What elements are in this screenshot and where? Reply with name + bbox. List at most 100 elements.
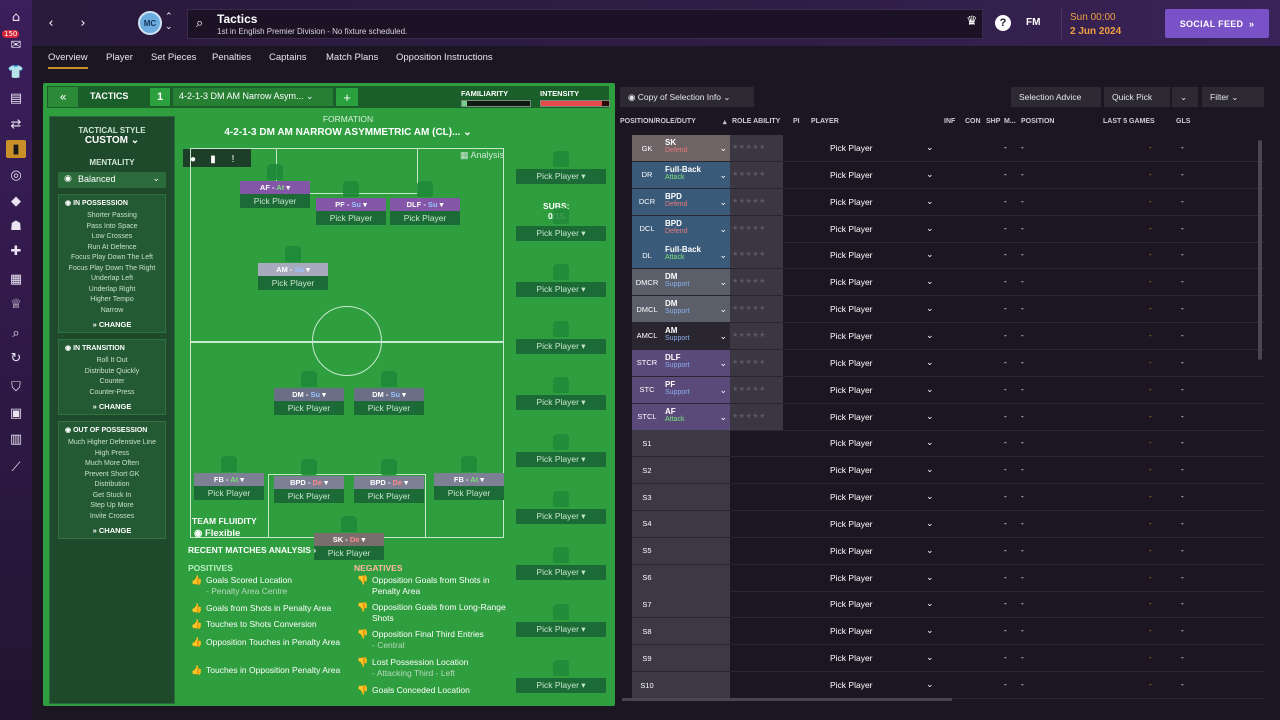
pick-player-dropdown[interactable]: Pick Player <box>434 486 504 500</box>
recent-matches-analysis-link[interactable]: RECENT MATCHES ANALYSIS › <box>188 545 317 555</box>
tactic-select[interactable]: 4-2-1-3 DM AM Narrow Asym... ⌄ <box>173 88 333 106</box>
formation-select[interactable]: 4-2-1-3 DM AM NARROW ASYMMETRIC AM (CL).… <box>224 127 472 138</box>
pick-player-dropdown[interactable]: Pick Player ▾ <box>516 338 606 354</box>
col-shp[interactable]: SHP <box>986 118 1001 125</box>
finance-icon[interactable]: ▣ <box>9 405 23 421</box>
table-row[interactable]: S5 Pick Player ⌄ - - - - <box>632 537 1264 565</box>
sub-slot[interactable]: Pick Player ▾ <box>516 660 606 694</box>
squad-icon[interactable]: 👕 <box>7 64 25 80</box>
col-role-ability[interactable]: ROLE ABILITY <box>732 118 781 125</box>
pick-player-dropdown[interactable]: Pick Player ▾ <box>516 565 606 581</box>
role-duty-cell[interactable]: Full-Back Attack ⌄ <box>662 242 730 269</box>
role-duty-select[interactable]: AF - At ▾ <box>240 181 310 194</box>
date-display[interactable]: Sun 00:00 2 Jun 2024 <box>1061 9 1157 39</box>
horizontal-scrollbar[interactable] <box>622 698 952 701</box>
sub-slot[interactable]: Pick Player ▾ <box>516 490 606 524</box>
table-row[interactable]: S3 Pick Player ⌄ - - - - <box>632 484 1264 512</box>
role-duty-cell[interactable] <box>662 564 730 591</box>
chevron-down-icon[interactable]: ⌄ <box>926 383 934 394</box>
table-row[interactable]: S7 Pick Player ⌄ - - - - <box>632 591 1264 619</box>
pitch-player-slot[interactable]: DLF - Su ▾ Pick Player <box>390 181 460 225</box>
pick-player-dropdown[interactable]: Pick Player ▾ <box>516 678 606 694</box>
pick-player-dropdown[interactable]: Pick Player ▾ <box>516 169 606 184</box>
table-row[interactable]: S9 Pick Player ⌄ - - - - <box>632 645 1264 673</box>
chevron-down-icon[interactable]: ⌄ <box>926 303 934 314</box>
chevron-down-icon[interactable]: ⌄ <box>926 195 934 206</box>
role-duty-cell[interactable] <box>662 672 730 698</box>
pick-player-dropdown[interactable]: Pick Player <box>258 276 328 290</box>
role-duty-select[interactable]: PF - Su ▾ <box>316 198 386 211</box>
pitch-player-slot[interactable]: DM - Su ▾ Pick Player <box>354 371 424 415</box>
pick-player-dropdown[interactable]: Pick Player <box>274 489 344 503</box>
table-row[interactable]: STCR DLF Support ⌄ ★★★★★ Pick Player ⌄ - - - - <box>632 349 1264 377</box>
chevron-down-icon[interactable]: ⌄ <box>926 652 934 663</box>
sub-slot[interactable]: Pick Player ▾ <box>516 207 606 241</box>
table-row[interactable]: STC PF Support ⌄ ★★★★★ Pick Player ⌄ - - - - <box>632 376 1264 404</box>
role-duty-select[interactable]: DLF - Su ▾ <box>390 198 460 211</box>
role-duty-cell[interactable]: BPD Defend ⌄ <box>662 188 730 215</box>
chevron-down-icon[interactable]: ⌄ <box>926 571 934 582</box>
quick-pick-button[interactable]: Quick Pick <box>1104 87 1170 107</box>
table-row[interactable]: S1 Pick Player ⌄ - - - - <box>632 430 1264 458</box>
chevron-down-icon[interactable]: ⌄ <box>926 329 934 340</box>
sub-slot[interactable]: Pick Player ▾ <box>516 434 606 467</box>
table-row[interactable]: DL Full-Back Attack ⌄ ★★★★★ Pick Player ⌄ - - - - <box>632 242 1264 270</box>
table-row[interactable]: GK SK Defend ⌄ ★★★★★ Pick Player ⌄ - - - - <box>632 135 1264 162</box>
inbox-icon[interactable]: ✉ <box>10 37 22 53</box>
pick-player-dropdown[interactable]: Pick Player ▾ <box>516 621 606 637</box>
pitch-player-slot[interactable]: SK - De ▾ Pick Player <box>314 516 384 560</box>
pick-player-dropdown[interactable]: Pick Player ▾ <box>516 508 606 524</box>
role-duty-cell[interactable]: AM Support ⌄ <box>662 322 730 349</box>
chevron-down-icon[interactable]: ⌄ <box>926 679 934 689</box>
chevron-down-icon[interactable]: ⌄ <box>926 222 934 233</box>
chevron-down-icon[interactable]: ⌄ <box>926 437 934 448</box>
add-tactic-button[interactable]: + <box>336 88 358 106</box>
table-row[interactable]: DCR BPD Defend ⌄ ★★★★★ Pick Player ⌄ - - - - <box>632 188 1264 216</box>
table-row[interactable]: DCL BPD Defend ⌄ ★★★★★ Pick Player ⌄ - - - - <box>632 215 1264 243</box>
training-icon[interactable]: ◆ <box>11 193 21 209</box>
in-transition-change-button[interactable]: » CHANGE <box>92 402 132 411</box>
bar-chart-icon[interactable]: ▮ <box>210 154 216 165</box>
data-hub-icon[interactable]: ◎ <box>10 167 22 183</box>
pick-player-dropdown[interactable]: Pick Player <box>390 211 460 225</box>
club-switch-chevrons-icon[interactable]: ⌃ ⌄ <box>165 12 173 32</box>
pitch-player-slot[interactable]: AF - At ▾ Pick Player <box>240 164 310 208</box>
home-icon[interactable]: ⌂ <box>11 9 21 25</box>
role-duty-select[interactable]: DM - Su ▾ <box>354 388 424 401</box>
trend-icon[interactable]: ⟋ <box>11 459 21 475</box>
fm-menu-button[interactable]: FM <box>1026 17 1041 28</box>
tab-set-pieces[interactable]: Set Pieces <box>151 52 197 63</box>
selection-advice-button[interactable]: Selection Advice <box>1011 87 1101 107</box>
pick-player-dropdown[interactable]: Pick Player <box>274 401 344 415</box>
tab-overview[interactable]: Overview <box>48 52 88 69</box>
in-possession-change-button[interactable]: » CHANGE <box>92 320 132 329</box>
role-duty-cell[interactable]: DLF Support ⌄ <box>662 349 730 376</box>
col-gls[interactable]: GLS <box>1176 118 1191 125</box>
trophy-icon[interactable]: ♕ <box>10 296 22 312</box>
pitch-player-slot[interactable]: FB - At ▾ Pick Player <box>194 456 264 500</box>
pick-player-dropdown[interactable]: Pick Player <box>316 211 386 225</box>
role-duty-select[interactable]: SK - De ▾ <box>314 533 384 546</box>
scouting-icon[interactable]: ⌕ <box>12 325 20 341</box>
out-of-possession-change-button[interactable]: » CHANGE <box>92 526 132 535</box>
pick-player-dropdown[interactable]: Pick Player ▾ <box>516 452 606 467</box>
chevron-down-icon[interactable]: ⌄ <box>926 491 934 502</box>
role-duty-cell[interactable] <box>662 430 730 457</box>
help-icon[interactable]: ? <box>995 15 1011 31</box>
pick-player-dropdown[interactable]: Pick Player ▾ <box>516 395 606 411</box>
chevron-down-icon[interactable]: ⌄ <box>926 249 934 260</box>
collapse-double-chevron-icon[interactable]: « <box>48 87 78 107</box>
table-row[interactable]: S6 Pick Player ⌄ - - - - <box>632 564 1264 592</box>
pick-player-dropdown[interactable]: Pick Player ▾ <box>516 282 606 298</box>
chevron-down-icon[interactable]: ⌄ <box>926 142 934 152</box>
role-duty-cell[interactable] <box>662 618 730 645</box>
pick-player-dropdown[interactable]: Pick Player <box>240 194 310 208</box>
sub-slot[interactable]: Pick Player ▾ <box>516 320 606 354</box>
sub-slot[interactable]: Pick Player ▾ <box>516 603 606 637</box>
role-duty-select[interactable]: FB - At ▾ <box>434 473 504 486</box>
tactics-icon[interactable]: ▮ <box>6 140 26 158</box>
social-feed-button[interactable]: SOCIAL FEED » <box>1165 9 1269 38</box>
table-row[interactable]: DR Full-Back Attack ⌄ ★★★★★ Pick Player ⌄ - - - - <box>632 161 1264 189</box>
role-duty-cell[interactable] <box>662 591 730 618</box>
table-row[interactable]: DMCL DM Support ⌄ ★★★★★ Pick Player ⌄ - - - - <box>632 296 1264 324</box>
